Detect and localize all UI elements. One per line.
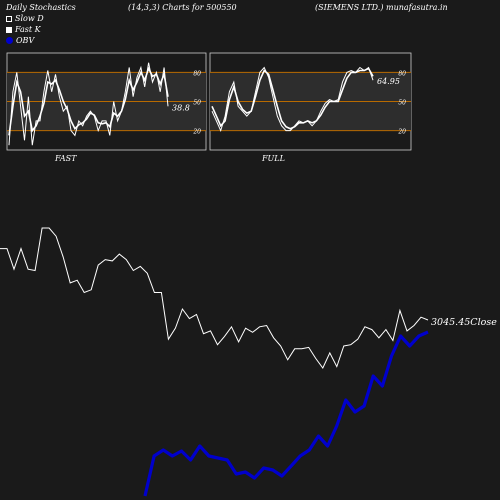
legend-obv-label: OBV: [16, 36, 35, 45]
full-level-label-50: 50: [398, 100, 406, 107]
close-word: Close: [470, 317, 497, 328]
full-last-value-label: 64.95: [377, 77, 400, 86]
full-panel-label: FULL: [262, 154, 285, 163]
fast-panel-label: FAST: [55, 154, 77, 163]
fast-slow-d-line: [8, 66, 169, 136]
legend-fast-k-label: Fast K: [15, 25, 41, 34]
chart-params-title: (14,3,3) Charts for 500550: [128, 3, 237, 12]
obv-line: [143, 330, 429, 497]
fast-last-value-label: 38.8: [172, 103, 190, 112]
full-level-label-80: 80: [398, 70, 406, 77]
legend-fast-k: Fast K: [6, 25, 41, 34]
legend-slow-d: Slow D: [6, 14, 44, 23]
legend-obv: OBV: [6, 36, 34, 45]
fast-level-label-80: 80: [193, 70, 201, 77]
chart-type-title: Daily Stochastics: [6, 3, 76, 12]
full-slow-d-line: [211, 67, 374, 130]
obv-swatch: [6, 37, 13, 44]
legend-slow-d-label: Slow D: [15, 14, 44, 23]
full-stochastic-panel: 80 50 20 64.95: [210, 66, 411, 136]
full-level-label-20: 20: [397, 129, 406, 136]
fast-level-label-20: 20: [192, 129, 201, 136]
fast-level-label-50: 50: [193, 100, 201, 107]
slow-d-swatch: [6, 16, 12, 22]
last-close-label: 3045.45Close: [431, 317, 497, 328]
fast-k-swatch: [6, 27, 12, 33]
last-close-value: 3045.45: [431, 317, 470, 328]
price-obv-panel: 3045.45Close: [0, 227, 497, 497]
close-price-line: [0, 227, 429, 369]
company-site-title: (SIEMENS LTD.) munafasutra.in: [315, 3, 448, 12]
fast-fast-k-line: [8, 62, 169, 146]
fast-stochastic-panel: 80 50 20 38.8: [7, 62, 206, 146]
